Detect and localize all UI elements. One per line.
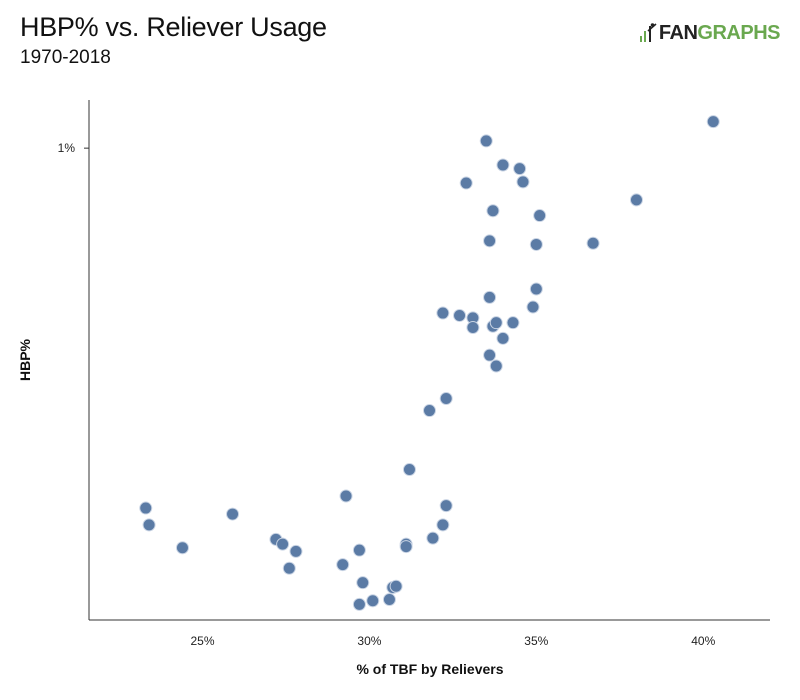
scatter-point [436, 306, 450, 320]
scatter-point [175, 541, 189, 555]
batter-icon [639, 23, 657, 42]
scatter-point [529, 282, 543, 296]
scatter-point [336, 558, 350, 572]
scatter-point [289, 544, 303, 558]
scatter-point [496, 158, 510, 172]
scatter-point [629, 193, 643, 207]
scatter-point [529, 237, 543, 251]
y-axis-ticks: 1% [58, 141, 89, 155]
scatter-point [483, 348, 497, 362]
x-tick-label: 30% [357, 634, 381, 648]
x-tick-label: 35% [524, 634, 548, 648]
scatter-point [506, 316, 520, 330]
scatter-point [483, 290, 497, 304]
data-points [139, 115, 720, 611]
scatter-point [586, 236, 600, 250]
scatter-point [356, 576, 370, 590]
scatter-point [352, 543, 366, 557]
scatter-point [226, 507, 240, 521]
scatter-point [533, 209, 547, 223]
x-tick-label: 25% [190, 634, 214, 648]
scatter-point [496, 331, 510, 345]
scatter-point [399, 540, 413, 554]
scatter-point [516, 175, 530, 189]
chart-title: HBP% vs. Reliever Usage [20, 12, 327, 42]
scatter-point [142, 518, 156, 532]
scatter-point [276, 537, 290, 551]
y-axis-title: HBP% [17, 338, 33, 381]
logo-text-graphs: GRAPHS [697, 21, 780, 44]
scatter-point [402, 463, 416, 477]
x-tick-label: 40% [691, 634, 715, 648]
scatter-point [382, 593, 396, 607]
chart-subtitle: 1970-2018 [20, 47, 111, 68]
scatter-point [483, 234, 497, 248]
scatter-point [489, 316, 503, 330]
scatter-point [479, 134, 493, 148]
scatter-point [282, 561, 296, 575]
scatter-point [466, 321, 480, 334]
scatter-point [453, 308, 467, 322]
scatter-point [459, 176, 473, 190]
scatter-point [436, 518, 450, 532]
scatter-point [423, 404, 436, 418]
scatter-point [439, 392, 453, 406]
scatter-point [339, 489, 353, 503]
scatter-point [352, 597, 366, 611]
scatter-point [426, 531, 440, 545]
scatter-point [513, 162, 527, 176]
scatter-point [139, 501, 153, 515]
scatter-point [366, 594, 380, 608]
fangraphs-logo[interactable]: FAN GRAPHS [639, 20, 780, 46]
y-tick-label: 1% [58, 141, 76, 155]
logo-text-fan: FAN [658, 21, 698, 44]
scatter-point [706, 115, 720, 129]
x-axis-title: % of TBF by Relievers [356, 661, 503, 677]
scatter-point [486, 204, 500, 218]
scatter-point [489, 359, 503, 373]
scatter-point [389, 579, 403, 593]
x-axis-ticks: 25% 30% 35% 40% [190, 634, 715, 648]
scatter-point [439, 499, 453, 513]
scatter-point [526, 300, 540, 314]
